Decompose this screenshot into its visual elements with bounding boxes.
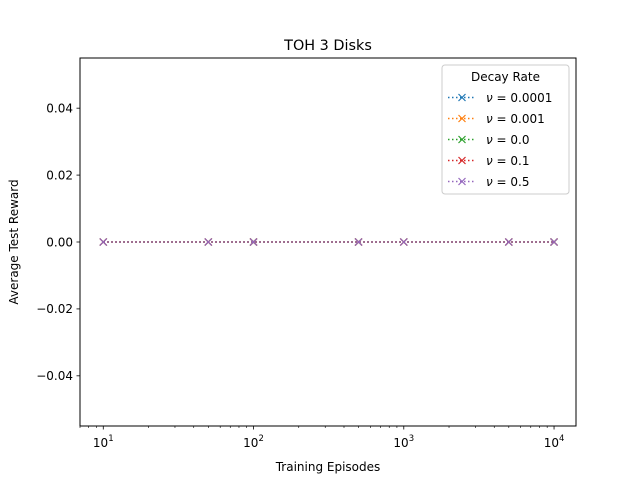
legend-label-symbol: ν <box>486 91 493 105</box>
y-tick-label: −0.02 <box>36 302 73 316</box>
y-tick-label: 0.00 <box>46 235 73 249</box>
legend-label: ν = 0.5 <box>486 175 529 189</box>
legend-label-symbol: ν <box>486 175 493 189</box>
legend-label: ν = 0.0001 <box>486 91 552 105</box>
x-tick-label-base: 10 <box>544 436 559 450</box>
legend-item: ν = 0.0001 <box>448 91 552 105</box>
legend-label: ν = 0.001 <box>486 112 545 126</box>
legend-label-symbol: ν <box>486 133 493 147</box>
x-tick-label-base: 10 <box>243 436 258 450</box>
x-tick-label: 103 <box>393 434 414 450</box>
legend-marker <box>458 93 466 102</box>
legend-label-text: = 0.5 <box>493 175 530 189</box>
series-layer <box>99 238 558 246</box>
x-tick-label-exponent: 3 <box>409 434 414 444</box>
legend-item: ν = 0.1 <box>448 154 529 168</box>
legend-frame <box>441 64 570 195</box>
series-point <box>204 238 213 246</box>
series-point <box>550 238 558 246</box>
series-point <box>399 238 408 246</box>
legend-marker <box>458 177 466 186</box>
y-tick-label: 0.02 <box>46 168 73 182</box>
axes-frame <box>79 57 577 427</box>
legend-title: Decay Rate <box>471 70 540 84</box>
x-tick-label: 102 <box>243 434 264 450</box>
y-tick-label: −0.04 <box>36 369 73 383</box>
x-tick-label: 104 <box>544 434 565 450</box>
legend-label-text: = 0.001 <box>493 112 545 126</box>
legend-label-symbol: ν <box>486 154 493 168</box>
legend-label: ν = 0.0 <box>486 133 529 147</box>
legend-item: ν = 0.5 <box>448 175 529 189</box>
legend-marker <box>458 114 466 123</box>
legend-marker <box>458 135 466 144</box>
legend-item: ν = 0.001 <box>448 112 545 126</box>
legend-marker <box>458 156 466 165</box>
x-major-ticks: 101 102 103 104 <box>93 426 564 450</box>
x-tick-label-exponent: 1 <box>108 434 113 444</box>
y-tick-label: 0.04 <box>46 101 73 115</box>
series-point <box>504 238 513 246</box>
x-tick-label-exponent: 2 <box>258 434 263 444</box>
x-axis-label: Training Episodes <box>275 460 381 474</box>
series-point <box>354 238 363 246</box>
legend-label-text: = 0.0 <box>493 133 530 147</box>
x-tick-label: 101 <box>93 434 114 450</box>
legend-label: ν = 0.1 <box>486 154 529 168</box>
legend-item: ν = 0.0 <box>448 133 529 147</box>
legend-label-text: = 0.0001 <box>493 91 553 105</box>
legend-label-symbol: ν <box>486 112 493 126</box>
legend-label-text: = 0.1 <box>493 154 530 168</box>
series-point <box>99 238 108 246</box>
x-tick-label-base: 10 <box>93 436 108 450</box>
y-ticks: 0.04 0.02 0.00 −0.02 −0.04 <box>36 101 80 383</box>
x-tick-label-exponent: 4 <box>559 434 564 444</box>
y-axis-label: Average Test Reward <box>7 179 21 304</box>
x-tick-label-base: 10 <box>393 436 408 450</box>
series-point <box>249 238 258 246</box>
chart-title: TOH 3 Disks <box>283 38 372 54</box>
